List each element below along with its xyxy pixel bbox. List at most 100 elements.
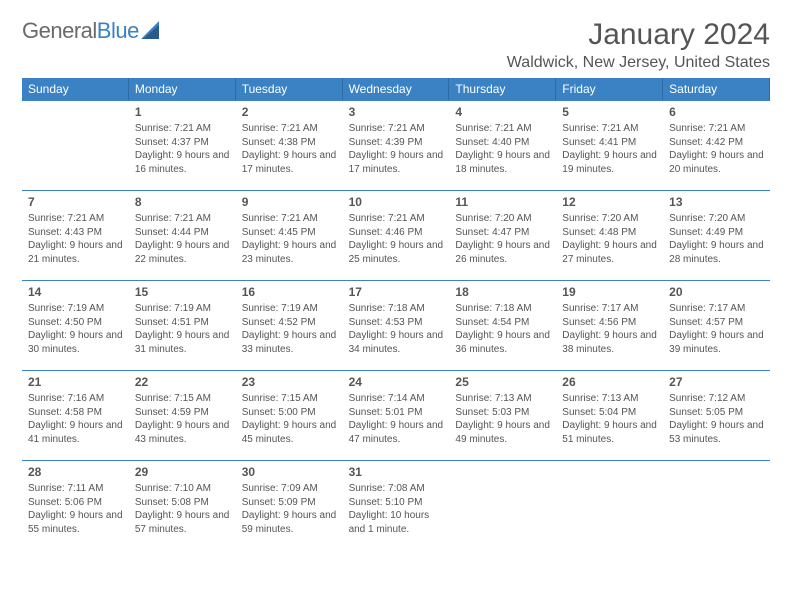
sunset-text: Sunset: 5:10 PM [349,496,444,510]
day-header: Thursday [449,78,556,100]
day-cell: 22Sunrise: 7:15 AMSunset: 4:59 PMDayligh… [129,370,236,460]
logo: GeneralBlue [22,18,163,44]
sunrise-text: Sunrise: 7:21 AM [562,122,657,136]
day-cell: 25Sunrise: 7:13 AMSunset: 5:03 PMDayligh… [449,370,556,460]
daylight-text: Daylight: 9 hours and 31 minutes. [135,329,230,356]
sunset-text: Sunset: 4:53 PM [349,316,444,330]
daylight-text: Daylight: 9 hours and 17 minutes. [242,149,337,176]
sunrise-text: Sunrise: 7:15 AM [242,392,337,406]
sunset-text: Sunset: 4:40 PM [455,136,550,150]
sunrise-text: Sunrise: 7:17 AM [669,302,764,316]
daylight-text: Daylight: 9 hours and 18 minutes. [455,149,550,176]
sunrise-text: Sunrise: 7:09 AM [242,482,337,496]
sunset-text: Sunset: 4:50 PM [28,316,123,330]
day-cell: 20Sunrise: 7:17 AMSunset: 4:57 PMDayligh… [663,280,770,370]
daylight-text: Daylight: 9 hours and 38 minutes. [562,329,657,356]
day-number: 25 [455,374,550,390]
day-number: 10 [349,194,444,210]
sunset-text: Sunset: 4:44 PM [135,226,230,240]
day-cell: 24Sunrise: 7:14 AMSunset: 5:01 PMDayligh… [343,370,450,460]
daylight-text: Daylight: 9 hours and 36 minutes. [455,329,550,356]
day-cell: 26Sunrise: 7:13 AMSunset: 5:04 PMDayligh… [556,370,663,460]
sunset-text: Sunset: 5:06 PM [28,496,123,510]
daylight-text: Daylight: 9 hours and 34 minutes. [349,329,444,356]
daylight-text: Daylight: 9 hours and 59 minutes. [242,509,337,536]
sunrise-text: Sunrise: 7:08 AM [349,482,444,496]
day-number: 17 [349,284,444,300]
daylight-text: Daylight: 9 hours and 26 minutes. [455,239,550,266]
sunrise-text: Sunrise: 7:13 AM [455,392,550,406]
day-header: Sunday [22,78,129,100]
sunset-text: Sunset: 4:42 PM [669,136,764,150]
empty-cell [556,460,663,550]
sunset-text: Sunset: 4:45 PM [242,226,337,240]
day-number: 1 [135,104,230,120]
daylight-text: Daylight: 9 hours and 49 minutes. [455,419,550,446]
day-cell: 18 Sunrise: 7:18 AMSunset: 4:54 PMDayligh… [449,280,556,370]
sunset-text: Sunset: 4:57 PM [669,316,764,330]
day-cell: 15Sunrise: 7:19 AMSunset: 4:51 PMDayligh… [129,280,236,370]
sunrise-text: Sunrise: 7:19 AM [135,302,230,316]
daylight-text: Daylight: 10 hours and 1 minute. [349,509,444,536]
day-cell: 4 Sunrise: 7:21 AMSunset: 4:40 PMDaylight… [449,100,556,190]
sunset-text: Sunset: 4:41 PM [562,136,657,150]
sunset-text: Sunset: 4:49 PM [669,226,764,240]
sunrise-text: Sunrise: 7:19 AM [242,302,337,316]
sunrise-text: Sunrise: 7:10 AM [135,482,230,496]
day-cell: 30Sunrise: 7:09 AMSunset: 5:09 PMDayligh… [236,460,343,550]
sunrise-text: Sunrise: 7:18 AM [349,302,444,316]
sunrise-text: Sunrise: 7:20 AM [562,212,657,226]
sunrise-text: Sunrise: 7:12 AM [669,392,764,406]
day-cell: 11Sunrise: 7:20 AMSunset: 4:47 PMDayligh… [449,190,556,280]
day-cell: 27Sunrise: 7:12 AMSunset: 5:05 PMDayligh… [663,370,770,460]
day-cell: 1Sunrise: 7:21 AMSunset: 4:37 PMDaylight… [129,100,236,190]
day-cell: 12Sunrise: 7:20 AMSunset: 4:48 PMDayligh… [556,190,663,280]
day-number: 30 [242,464,337,480]
day-cell: 9Sunrise: 7:21 AMSunset: 4:45 PMDaylight… [236,190,343,280]
daylight-text: Daylight: 9 hours and 23 minutes. [242,239,337,266]
day-number: 26 [562,374,657,390]
daylight-text: Daylight: 9 hours and 21 minutes. [28,239,123,266]
page-title: January 2024 [507,18,770,52]
day-cell: 21Sunrise: 7:16 AMSunset: 4:58 PMDayligh… [22,370,129,460]
day-number: 29 [135,464,230,480]
day-cell: 10Sunrise: 7:21 AMSunset: 4:46 PMDayligh… [343,190,450,280]
sunset-text: Sunset: 4:48 PM [562,226,657,240]
daylight-text: Daylight: 9 hours and 47 minutes. [349,419,444,446]
day-number: 19 [562,284,657,300]
day-cell: 19Sunrise: 7:17 AMSunset: 4:56 PMDayligh… [556,280,663,370]
day-number: 2 [242,104,337,120]
calendar-grid: SundayMondayTuesdayWednesdayThursdayFrid… [22,78,770,550]
daylight-text: Daylight: 9 hours and 43 minutes. [135,419,230,446]
day-number: 15 [135,284,230,300]
day-cell: 29Sunrise: 7:10 AMSunset: 5:08 PMDayligh… [129,460,236,550]
sunrise-text: Sunrise: 7:21 AM [242,212,337,226]
day-number: 18 [455,284,550,300]
sunrise-text: Sunrise: 7:16 AM [28,392,123,406]
daylight-text: Daylight: 9 hours and 25 minutes. [349,239,444,266]
day-number: 5 [562,104,657,120]
day-cell: 7Sunrise: 7:21 AMSunset: 4:43 PMDaylight… [22,190,129,280]
sunset-text: Sunset: 4:54 PM [455,316,550,330]
day-number: 6 [669,104,764,120]
sunset-text: Sunset: 4:58 PM [28,406,123,420]
sunrise-text: Sunrise: 7:20 AM [455,212,550,226]
sunset-text: Sunset: 5:04 PM [562,406,657,420]
sunrise-text: Sunrise: 7:18 AM [455,302,550,316]
day-header: Monday [129,78,236,100]
daylight-text: Daylight: 9 hours and 27 minutes. [562,239,657,266]
daylight-text: Daylight: 9 hours and 30 minutes. [28,329,123,356]
sunrise-text: Sunrise: 7:19 AM [28,302,123,316]
day-cell: 17 Sunrise: 7:18 AMSunset: 4:53 PMDayligh… [343,280,450,370]
daylight-text: Daylight: 9 hours and 19 minutes. [562,149,657,176]
empty-cell [449,460,556,550]
daylight-text: Daylight: 9 hours and 20 minutes. [669,149,764,176]
daylight-text: Daylight: 9 hours and 39 minutes. [669,329,764,356]
day-cell: 23Sunrise: 7:15 AMSunset: 5:00 PMDayligh… [236,370,343,460]
day-number: 24 [349,374,444,390]
day-number: 14 [28,284,123,300]
sunrise-text: Sunrise: 7:21 AM [669,122,764,136]
sunrise-text: Sunrise: 7:21 AM [455,122,550,136]
day-number: 4 [455,104,550,120]
sunrise-text: Sunrise: 7:21 AM [349,122,444,136]
